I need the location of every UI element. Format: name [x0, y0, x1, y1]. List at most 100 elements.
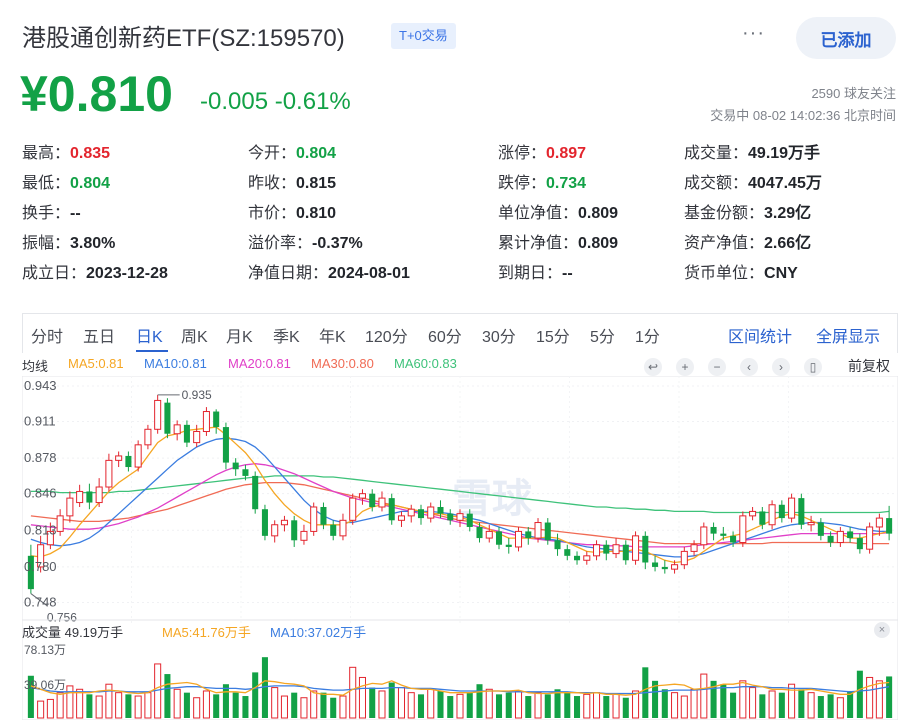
- range-stats-link[interactable]: 区间统计: [728, 329, 793, 346]
- candle-body-down: [856, 538, 863, 550]
- ma60-legend: MA60:0.83: [394, 356, 457, 371]
- candle-body-up: [632, 535, 640, 561]
- candle-body-down: [466, 513, 473, 527]
- volume-bar-down: [856, 670, 863, 718]
- volume-bar-down: [388, 682, 395, 718]
- stat-turnover-amount: 成交额：4047.45万: [684, 175, 822, 192]
- candle-body-up: [407, 508, 415, 517]
- volume-bar-down: [525, 696, 532, 718]
- volume-bar-up: [456, 693, 464, 719]
- zoom-in-icon[interactable]: +: [676, 358, 694, 376]
- candle-body-down: [886, 518, 893, 534]
- volume-bar-down: [330, 697, 337, 718]
- volume-bar-down: [222, 684, 229, 718]
- volume-bar-up: [407, 692, 415, 719]
- candle-body-down: [291, 520, 298, 541]
- price-tick-label: 0.911: [24, 414, 56, 429]
- volume-bar-down: [505, 692, 512, 718]
- kline-chart[interactable]: 雪球 0.935 0.756 0.943 0.911 0.878 0.846 0.813 0.7…: [22, 376, 898, 720]
- candle-body-down: [27, 555, 34, 590]
- volume-bar-up: [514, 690, 523, 719]
- tab-five-day[interactable]: 五日: [83, 329, 116, 346]
- stat-value: 49.19万手: [748, 145, 821, 162]
- pan-right-icon[interactable]: ›: [772, 358, 790, 376]
- tab-quarterly-k[interactable]: 季K: [273, 329, 300, 346]
- close-volume-icon[interactable]: ×: [874, 622, 890, 638]
- volume-bar-down: [86, 694, 93, 718]
- stat-premium: 溢价率：-0.37%: [248, 235, 363, 252]
- tab-60min[interactable]: 60分: [428, 329, 462, 346]
- volume-bar-down: [798, 689, 805, 718]
- volume-bar-up: [105, 683, 113, 719]
- stat-value: 0.815: [296, 175, 337, 192]
- tab-120min[interactable]: 120分: [365, 329, 408, 346]
- stat-nav-date: 净值日期：2024-08-01: [248, 265, 410, 282]
- volume-bar-up: [358, 676, 366, 719]
- tab-intraday[interactable]: 分时: [31, 329, 64, 346]
- zoom-out-icon[interactable]: −: [708, 358, 726, 376]
- volume-bar-down: [164, 674, 171, 718]
- tab-5min[interactable]: 5分: [590, 329, 615, 346]
- volume-bar-down: [886, 676, 893, 718]
- volume-bar-up: [280, 695, 288, 719]
- volume-bar-up: [397, 687, 406, 719]
- volume-bar-down: [252, 672, 259, 718]
- candle-body-down: [847, 531, 854, 539]
- volume-bar-down: [125, 694, 132, 718]
- stat-value: 0.804: [296, 145, 337, 162]
- volume-ma10-line: [30, 685, 890, 695]
- added-button[interactable]: 已添加: [796, 17, 896, 59]
- volume-bar-down: [574, 696, 581, 718]
- price-tick-label: 0.846: [24, 486, 57, 501]
- candle-body-up: [866, 526, 874, 550]
- candle-style-icon[interactable]: ▯: [804, 358, 822, 376]
- candle-body-down: [330, 524, 337, 536]
- pan-left-icon[interactable]: ‹: [740, 358, 758, 376]
- candle-body-up: [105, 459, 113, 488]
- candle-body-down: [759, 511, 766, 525]
- price-tick-label: 0.943: [24, 378, 57, 393]
- stat-value: 0.809: [578, 235, 619, 252]
- tab-15min[interactable]: 15分: [536, 329, 570, 346]
- active-tab-indicator: [136, 350, 168, 352]
- candle-body-up: [485, 530, 493, 539]
- tab-daily-k[interactable]: 日K: [136, 329, 163, 346]
- stat-value: 0.804: [70, 175, 111, 192]
- max-price-label: 0.935: [182, 388, 212, 402]
- stat-cumulative-nav: 累计净值：0.809: [498, 235, 619, 252]
- tab-monthly-k[interactable]: 月K: [226, 329, 253, 346]
- reset-icon[interactable]: ↩: [644, 358, 662, 376]
- tab-weekly-k[interactable]: 周K: [181, 329, 208, 346]
- adjust-mode-selector[interactable]: 前复权: [848, 358, 890, 374]
- volume-bar-down: [27, 675, 34, 718]
- stat-inception-date: 成立日：2023-12-28: [22, 265, 168, 282]
- fullscreen-link[interactable]: 全屏显示: [816, 329, 881, 346]
- stat-value: 3.29亿: [764, 205, 812, 222]
- current-price: ¥0.810: [20, 66, 173, 122]
- tab-yearly-k[interactable]: 年K: [319, 329, 346, 346]
- tab-30min[interactable]: 30分: [482, 329, 516, 346]
- volume-bar-up: [115, 692, 123, 719]
- volume-mid-label: 39.06万: [24, 678, 66, 692]
- stats-row: 最低：0.804 昨收：0.815 跌停：0.734 成交额：4047.45万: [22, 169, 902, 199]
- volume-bar-up: [95, 695, 103, 719]
- more-icon[interactable]: ···: [742, 22, 765, 44]
- candle-body-up: [154, 399, 162, 430]
- volume-bar-down: [622, 697, 629, 718]
- stat-currency: 货币单位：CNY: [684, 265, 798, 282]
- min-price-label: 0.756: [47, 611, 77, 625]
- candle-body-up: [358, 493, 366, 499]
- volume-legend-label: 成交量 49.19万手: [22, 625, 124, 640]
- t0-badge: T+0交易: [391, 23, 456, 49]
- price-change: -0.005 -0.61%: [200, 88, 351, 115]
- stats-row: 换手：-- 市价：0.810 单位净值：0.809 基金份额：3.29亿: [22, 199, 902, 229]
- tab-1min[interactable]: 1分: [635, 329, 660, 346]
- volume-bar-up: [76, 688, 84, 719]
- trade-status: 交易中 08-02 14:02:36 北京时间: [710, 108, 896, 123]
- volume-bar-up: [612, 693, 620, 719]
- stat-value: 4047.45万: [748, 175, 822, 192]
- volume-ma5-legend: MA5:41.76万手: [162, 625, 251, 640]
- candle-body-up: [349, 497, 357, 521]
- volume-bar-down: [447, 696, 454, 718]
- quote-stats: 最高：0.835 今开：0.804 涨停：0.897 成交量：49.19万手 最…: [22, 139, 902, 289]
